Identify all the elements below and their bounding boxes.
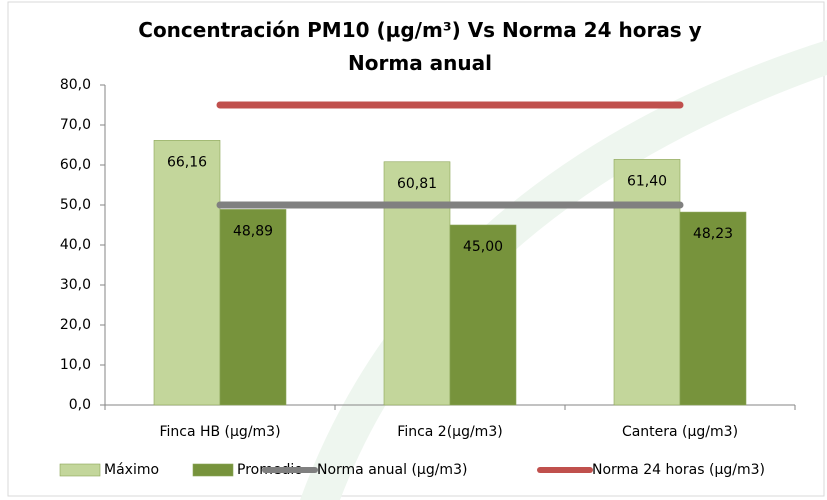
data-label: 60,81 bbox=[397, 176, 437, 192]
legend-label: Norma anual (µg/m3) bbox=[317, 462, 467, 478]
background-swoosh bbox=[300, 40, 827, 500]
y-tick-label: 80,0 bbox=[60, 77, 91, 93]
legend-swatch bbox=[192, 463, 234, 477]
y-tick-label: 10,0 bbox=[60, 357, 91, 373]
legend-label: Norma 24 horas (µg/m3) bbox=[592, 462, 765, 478]
bar bbox=[219, 209, 287, 406]
y-tick-label: 30,0 bbox=[60, 277, 91, 293]
bar bbox=[679, 211, 747, 406]
data-label: 61,40 bbox=[627, 173, 667, 189]
y-tick-label: 40,0 bbox=[60, 237, 91, 253]
y-tick-label: 70,0 bbox=[60, 117, 91, 133]
data-label: 48,23 bbox=[693, 226, 733, 242]
y-tick-label: 20,0 bbox=[60, 317, 91, 333]
data-label: 48,89 bbox=[233, 223, 273, 239]
bar bbox=[613, 159, 681, 406]
bar bbox=[383, 161, 451, 406]
y-tick-label: 60,0 bbox=[60, 157, 91, 173]
legend-swatch bbox=[59, 463, 101, 477]
chart-title: Concentración PM10 (µg/m³) Vs Norma 24 h… bbox=[138, 18, 702, 75]
x-tick-label: Finca HB (µg/m3) bbox=[159, 424, 280, 440]
bar bbox=[449, 224, 517, 406]
y-tick-label: 50,0 bbox=[60, 197, 91, 213]
data-label: 66,16 bbox=[167, 154, 207, 170]
bar bbox=[153, 140, 221, 406]
legend-label: Máximo bbox=[104, 462, 159, 478]
y-tick-label: 0,0 bbox=[69, 397, 91, 413]
data-label: 45,00 bbox=[463, 239, 503, 255]
x-tick-label: Finca 2(µg/m3) bbox=[397, 424, 502, 440]
x-tick-label: Cantera (µg/m3) bbox=[622, 424, 738, 440]
